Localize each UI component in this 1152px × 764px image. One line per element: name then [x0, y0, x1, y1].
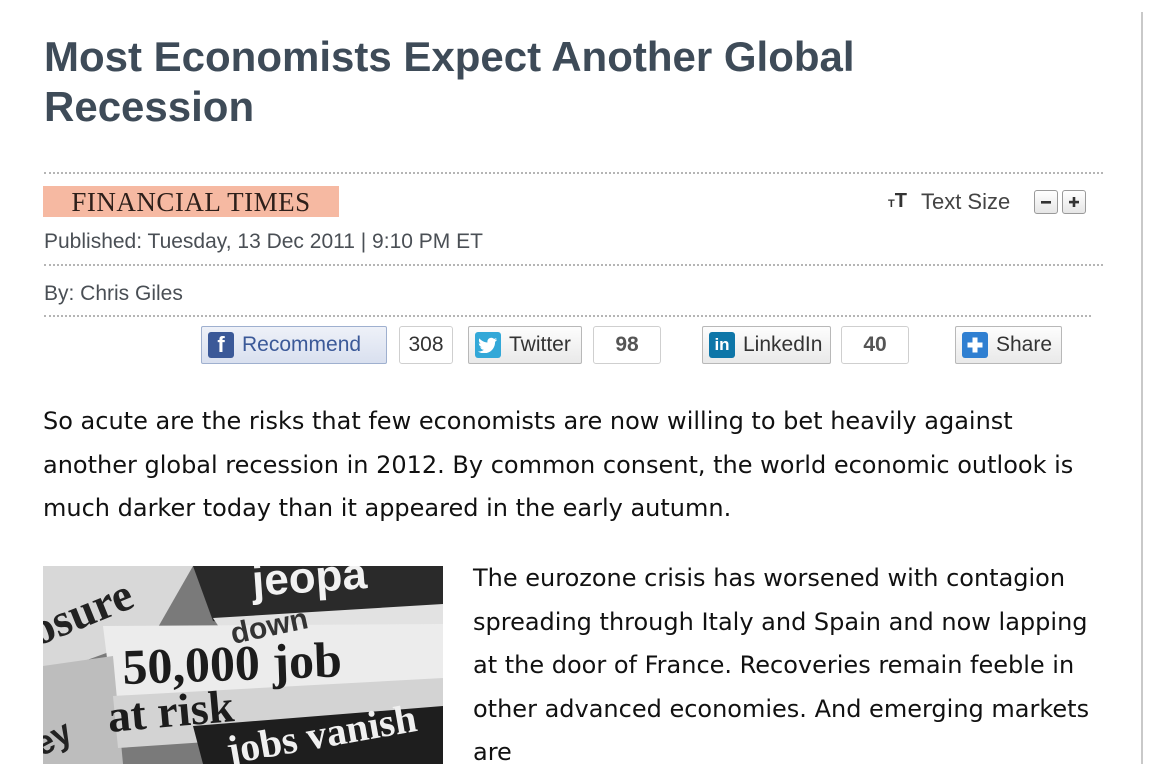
- linkedin-icon: in: [709, 332, 735, 358]
- linkedin-button[interactable]: in LinkedIn: [702, 326, 831, 364]
- share-button[interactable]: Share: [955, 326, 1062, 364]
- text-size-decrease-button[interactable]: [1034, 190, 1059, 214]
- twitter-bird-icon: [475, 332, 501, 358]
- facebook-recommend-label: Recommend: [242, 333, 362, 356]
- byline: By: Chris Giles: [44, 282, 183, 305]
- published-date: Published: Tuesday, 13 Dec 2011 | 9:10 P…: [44, 230, 483, 253]
- photo-headline-4: 50,000 job: [121, 631, 342, 695]
- share-label: Share: [996, 333, 1053, 356]
- article-photo: osure jeopa down 50,000 job at risk ey j…: [43, 566, 443, 764]
- plus-icon: [1069, 197, 1080, 207]
- divider-dotted: [44, 315, 1091, 317]
- text-size-increase-button[interactable]: [1062, 190, 1087, 214]
- facebook-count: 308: [399, 326, 453, 364]
- twitter-button[interactable]: Twitter: [468, 326, 582, 364]
- newspaper-headlines-image: osure jeopa down 50,000 job at risk ey j…: [43, 566, 443, 764]
- article-paragraph-2: The eurozone crisis has worsened with co…: [473, 564, 1090, 764]
- article-lead-paragraph: So acute are the risks that few economis…: [43, 407, 1074, 522]
- twitter-label: Twitter: [509, 333, 571, 356]
- share-plus-icon: [962, 332, 988, 358]
- minus-icon: [1041, 201, 1052, 204]
- social-toolbar: f Recommend 308 Twitter 98 in LinkedIn 4…: [0, 326, 1152, 366]
- divider-dotted: [44, 264, 1103, 266]
- photo-headline-5: at risk: [105, 680, 236, 742]
- text-size-icon: TT: [888, 189, 907, 212]
- linkedin-label: LinkedIn: [743, 333, 823, 356]
- source-logo: FINANCIAL TIMES: [43, 186, 339, 217]
- divider-dotted: [44, 172, 1103, 174]
- text-size-control: TT Text Size: [888, 188, 1087, 216]
- article-title: Most Economists Expect Another Global Re…: [44, 33, 855, 130]
- facebook-recommend-button[interactable]: f Recommend: [201, 326, 387, 364]
- facebook-icon: f: [208, 332, 234, 358]
- twitter-count: 98: [593, 326, 661, 364]
- text-size-label: Text Size: [920, 189, 1011, 214]
- page-divider: [1141, 12, 1143, 764]
- linkedin-count: 40: [841, 326, 909, 364]
